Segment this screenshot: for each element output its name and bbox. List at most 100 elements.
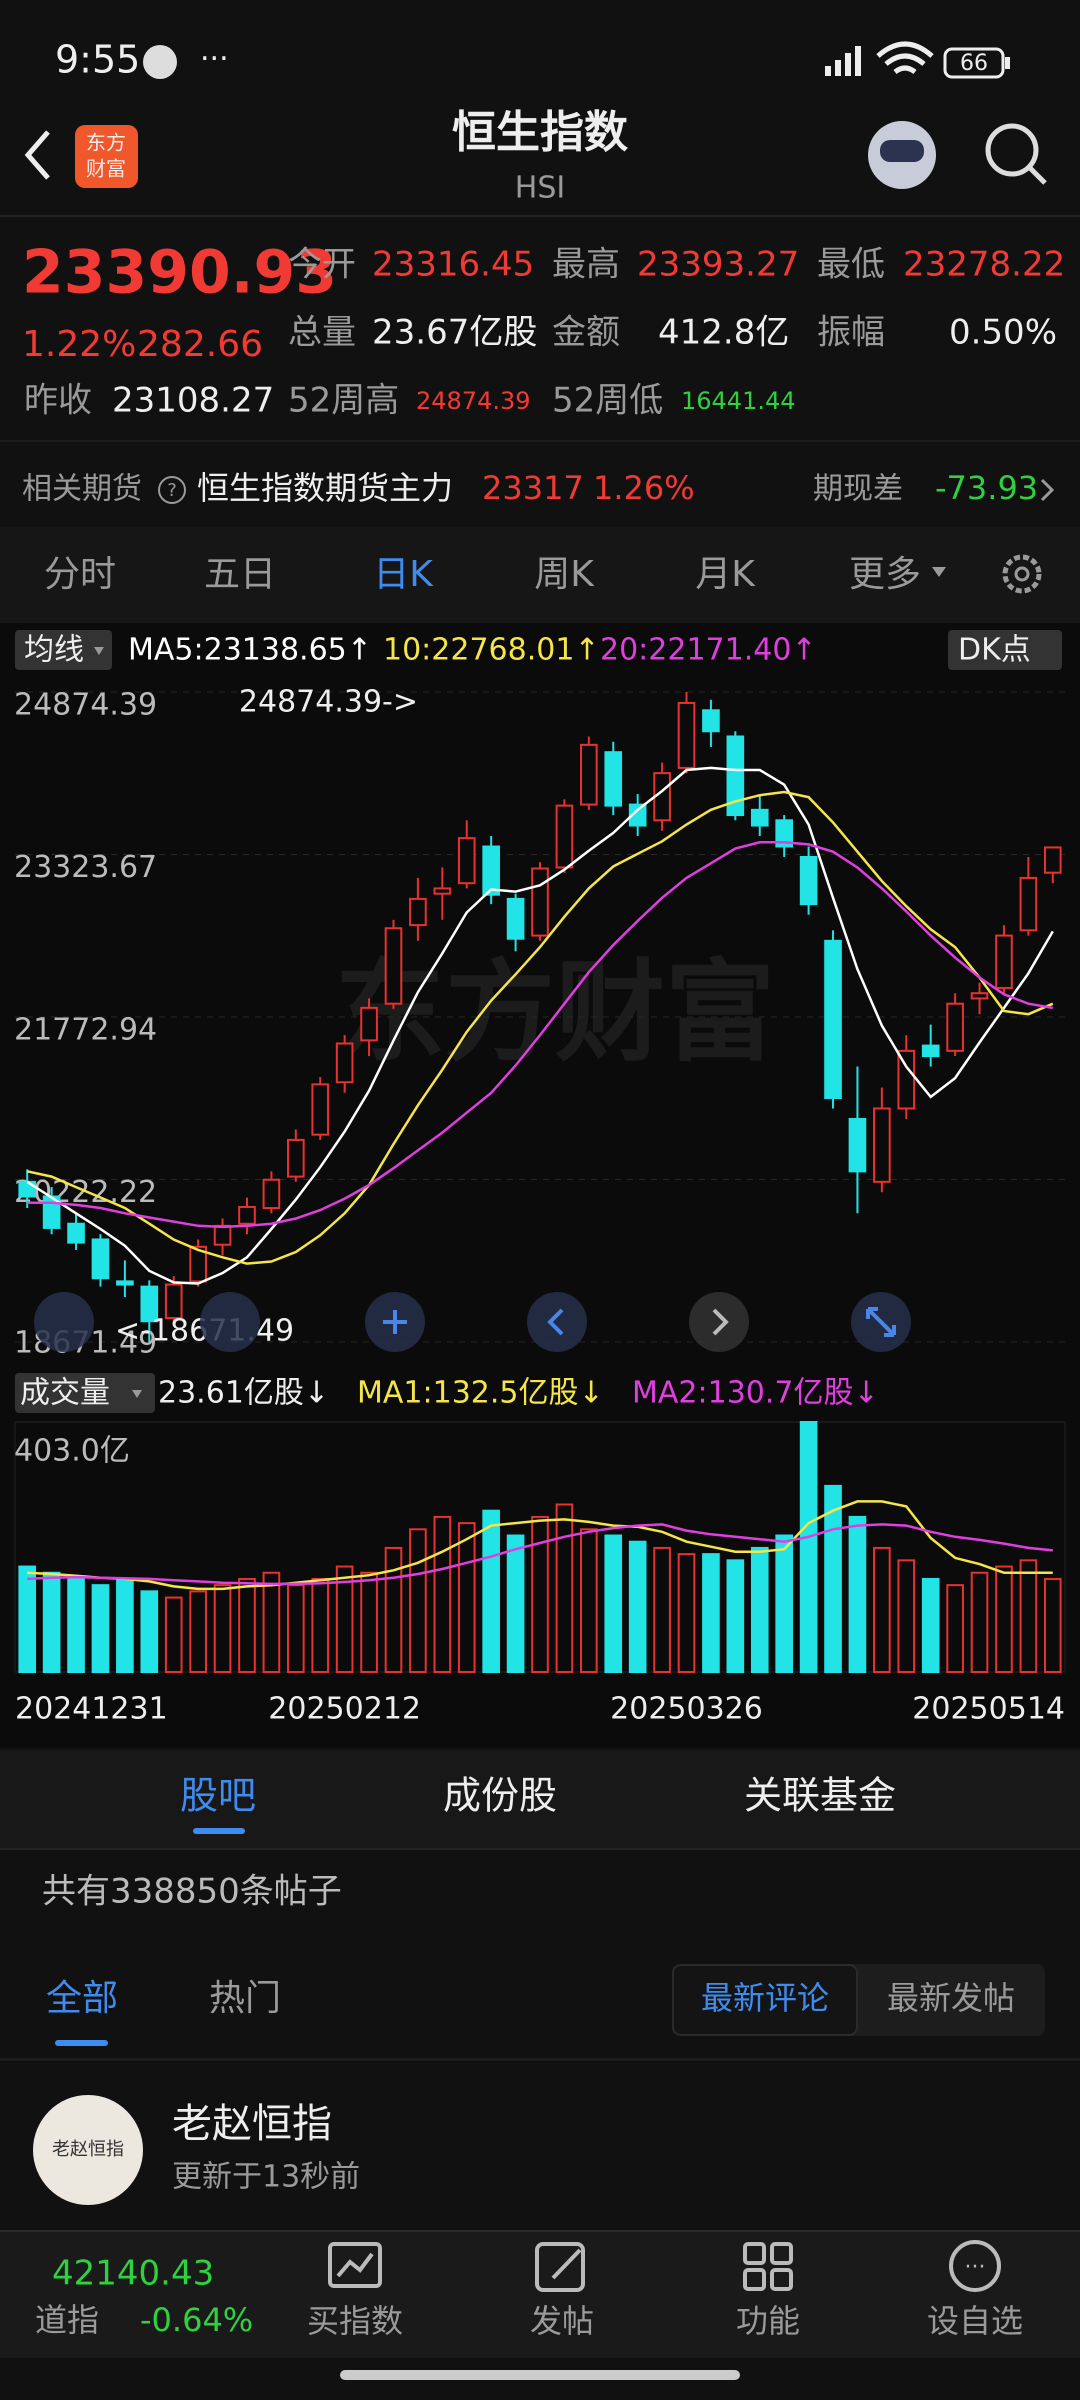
indicator-label: 均线: [24, 633, 84, 668]
next-button[interactable]: [689, 1292, 749, 1352]
buy-icon-line: [336, 2252, 374, 2278]
post-author[interactable]: 老赵恒指: [172, 2101, 332, 2147]
help-icon[interactable]: [158, 476, 186, 504]
volume-bar: [140, 1590, 159, 1674]
y-tick-label: 403.0亿: [14, 1434, 130, 1469]
period-tab[interactable]: 五日: [204, 554, 276, 595]
control-button[interactable]: [200, 1292, 260, 1352]
volume-bar: [921, 1577, 940, 1673]
high-annotation: 24874.39->: [239, 685, 418, 720]
legend-entry: 10:22768.01↑: [383, 633, 600, 668]
period-tab[interactable]: 日K: [373, 554, 434, 595]
field-label: 52周高: [288, 381, 399, 421]
settings-button[interactable]: [1002, 554, 1042, 594]
action-label[interactable]: 设自选: [927, 2302, 1023, 2340]
candle-body: [921, 1044, 940, 1058]
action-label[interactable]: 买指数: [307, 2302, 403, 2340]
tool-label: DK点: [958, 633, 1031, 668]
post-avatar[interactable]: [33, 2095, 143, 2205]
watch-dots: ···: [965, 2255, 986, 2280]
candle-body: [580, 743, 598, 806]
sort-button[interactable]: 最新评论: [701, 1979, 829, 2017]
candle-body: [409, 897, 427, 927]
volume-bar: [91, 1584, 110, 1673]
field-value: 23316.45: [372, 245, 534, 285]
actions: 买指数 发帖 功能 设自选: [307, 2302, 1023, 2340]
filter-tab[interactable]: 热门: [209, 1978, 281, 2019]
period-tab[interactable]: 月K: [695, 554, 756, 595]
field-label: 52周低: [552, 381, 663, 421]
back-button[interactable]: [24, 130, 50, 180]
volume-bar: [604, 1534, 623, 1673]
status-more: ···: [200, 42, 229, 77]
func-icon[interactable]: [743, 2242, 766, 2265]
candle-body: [726, 735, 745, 817]
prev-button[interactable]: [527, 1292, 587, 1352]
control-button[interactable]: [34, 1292, 94, 1352]
period-tab[interactable]: 周K: [534, 554, 595, 595]
candle-body: [116, 1280, 134, 1286]
period-tab[interactable]: 更多: [849, 554, 921, 595]
change-pct: 1.22%: [22, 324, 136, 365]
tool-button[interactable]: [948, 630, 1062, 670]
candle-body: [506, 897, 525, 940]
volume-bar: [995, 1565, 1013, 1673]
y-tick-label: 21772.94: [14, 1013, 157, 1048]
quote-fields: 今开 23316.45 最高 23393.27 最低 23278.22 总量 23.67亿股金…: [24, 245, 1065, 421]
post-tab[interactable]: 关联基金: [744, 1774, 896, 1818]
post-count: 共有338850条帖子: [42, 1872, 342, 1912]
basis-label: 期现差: [813, 472, 903, 507]
volume-bar: [189, 1590, 207, 1674]
period-tab[interactable]: 分时: [44, 554, 116, 595]
post-tab[interactable]: 成份股: [443, 1774, 557, 1818]
dropdown-caret: [94, 647, 104, 655]
field-value: 0.50%: [949, 313, 1057, 353]
tab-indicator: [55, 2040, 108, 2046]
indicator-selector[interactable]: [15, 630, 112, 670]
index-value[interactable]: 42140.43: [52, 2254, 214, 2294]
volume-bar: [580, 1528, 598, 1673]
logo[interactable]: [75, 125, 138, 188]
field-label: 最高: [552, 245, 620, 285]
field-label: 总量: [288, 313, 356, 353]
action-label[interactable]: 功能: [736, 2302, 800, 2340]
futures-arrow[interactable]: [1040, 478, 1055, 502]
period-tab-bar: [0, 527, 1080, 623]
candle-body: [824, 939, 842, 1099]
avatar-text: 老赵恒指: [52, 2139, 124, 2160]
volume-bar: [164, 1596, 183, 1674]
volume-bar: [384, 1546, 403, 1674]
buy-icon[interactable]: [328, 2242, 382, 2288]
search-button[interactable]: [985, 123, 1039, 177]
post-icon[interactable]: [535, 2242, 585, 2292]
futures-name[interactable]: 恒生指数期货主力: [197, 469, 453, 507]
x-tick-label: 20250514: [912, 1692, 1065, 1727]
tab-indicator: [193, 1828, 245, 1834]
home-indicator: [340, 2370, 740, 2380]
change: 282.66: [137, 324, 263, 365]
action-label[interactable]: 发帖: [530, 2302, 594, 2340]
volume-bar: [775, 1534, 793, 1673]
candle-body: [604, 751, 623, 807]
watch-icon[interactable]: [949, 2240, 1001, 2292]
sort-button[interactable]: 最新发帖: [887, 1979, 1015, 2017]
candle-body: [677, 701, 696, 769]
fullscreen-icon: [866, 1307, 896, 1337]
field-label: 今开: [288, 245, 356, 285]
volume-bar: [18, 1565, 37, 1673]
volume-bar: [360, 1571, 378, 1673]
y-tick-label: 23323.67: [14, 850, 157, 885]
candle-body: [1043, 846, 1062, 874]
post-tab[interactable]: 股吧: [180, 1774, 256, 1818]
volume-current: 23.61亿股↓: [158, 1376, 329, 1411]
candle-body: [848, 1117, 867, 1173]
candle-body: [213, 1224, 232, 1246]
volume-selector[interactable]: [15, 1373, 155, 1413]
candle-body: [897, 1049, 916, 1110]
volume-plot: 403.0亿 20241231 20250212 20250326 20250514: [14, 1421, 1066, 1727]
sort-button-active[interactable]: [672, 1964, 858, 2036]
next-icon: [712, 1308, 729, 1336]
search-handle: [1027, 165, 1047, 185]
filter-tab[interactable]: 全部: [46, 1978, 118, 2019]
basis-value: -73.93: [935, 469, 1038, 507]
